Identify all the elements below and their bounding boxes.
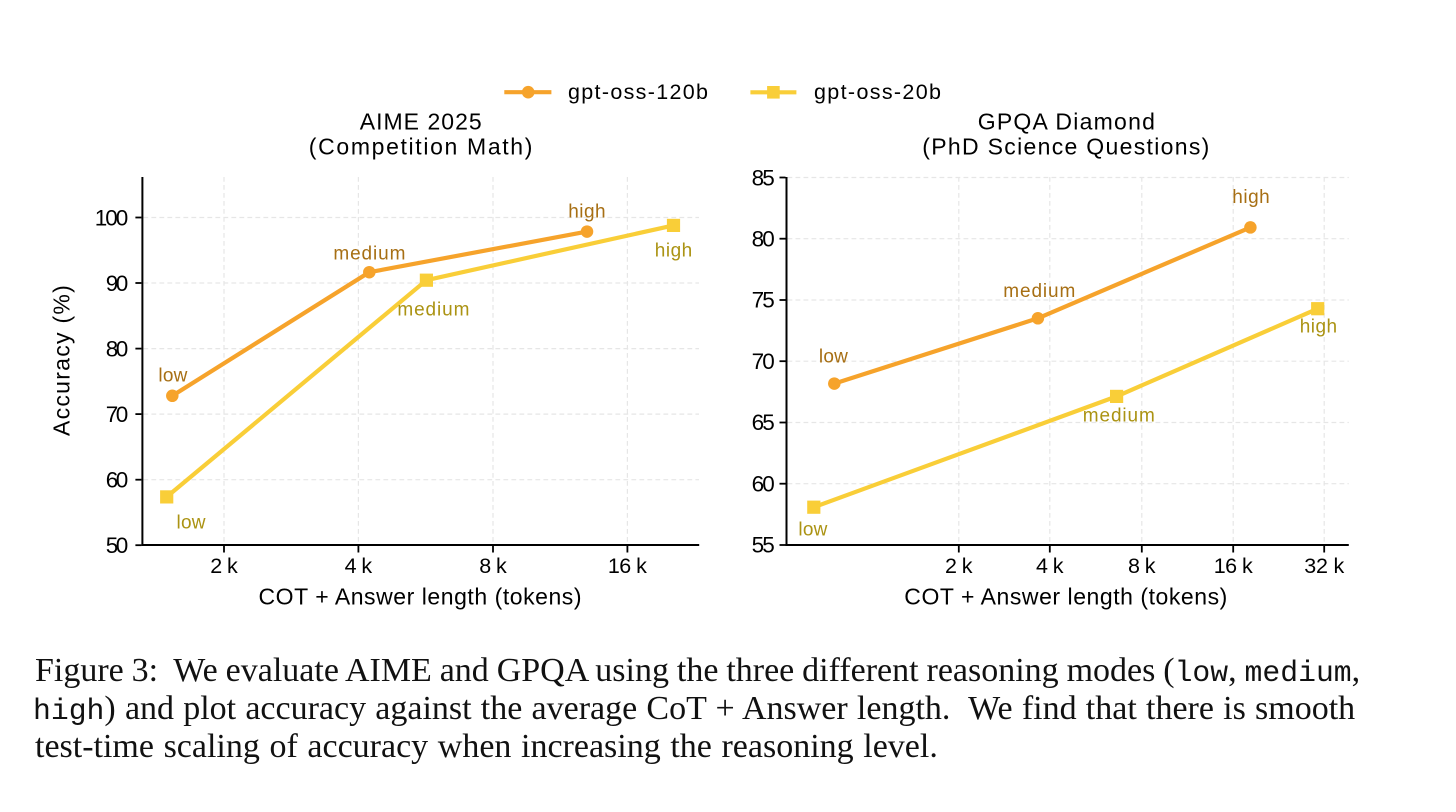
svg-text:medium: medium [1003,281,1075,302]
svg-text:8 k: 8 k [479,554,507,578]
svg-text:8 k: 8 k [1128,554,1156,578]
svg-text:gpt-oss-20b: gpt-oss-20b [814,80,941,104]
svg-text:high: high [1232,187,1269,208]
svg-text:75: 75 [752,288,775,313]
svg-text:(PhD Science Questions): (PhD Science Questions) [922,133,1209,159]
svg-text:low: low [798,519,827,540]
svg-text:32 k: 32 k [1304,554,1344,578]
svg-text:gpt-oss-120b: gpt-oss-120b [568,80,708,104]
svg-text:4 k: 4 k [1036,554,1064,578]
svg-text:70: 70 [106,402,129,427]
svg-text:AIME 2025: AIME 2025 [360,109,482,135]
svg-text:50: 50 [106,533,129,558]
svg-text:GPQA Diamond: GPQA Diamond [978,109,1155,135]
svg-text:60: 60 [106,467,129,492]
svg-text:medium: medium [1083,406,1155,427]
svg-text:55: 55 [752,533,775,558]
svg-text:80: 80 [752,227,775,252]
svg-text:70: 70 [752,349,775,374]
svg-text:COT + Answer length (tokens): COT + Answer length (tokens) [904,583,1227,609]
svg-text:65: 65 [752,410,775,435]
svg-text:high: high [1300,317,1337,338]
svg-text:90: 90 [106,271,129,296]
svg-text:4 k: 4 k [345,554,373,578]
svg-text:16 k: 16 k [1214,554,1253,578]
svg-text:85: 85 [752,165,775,190]
svg-text:medium: medium [397,300,469,321]
svg-text:2 k: 2 k [210,554,238,578]
svg-text:2 k: 2 k [945,554,973,578]
svg-text:high: high [568,202,605,223]
svg-text:low: low [819,347,848,368]
svg-text:low: low [177,512,206,533]
svg-text:high: high [655,241,692,262]
svg-text:60: 60 [752,472,775,497]
svg-text:low: low [158,366,187,387]
svg-text:medium: medium [333,243,405,264]
svg-text:16 k: 16 k [608,554,647,578]
svg-text:COT + Answer length (tokens): COT + Answer length (tokens) [259,584,582,610]
svg-text:(Competition Math): (Competition Math) [309,133,533,159]
svg-text:100: 100 [95,205,129,230]
svg-text:Accuracy (%): Accuracy (%) [49,285,75,436]
svg-text:80: 80 [106,336,129,361]
